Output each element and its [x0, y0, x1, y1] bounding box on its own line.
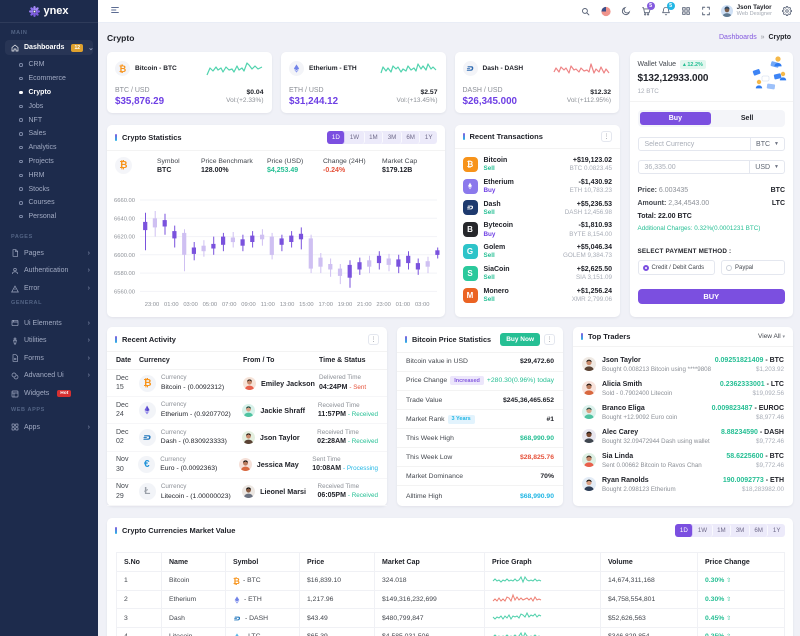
svg-text:13:00: 13:00: [280, 302, 295, 308]
svg-text:23:00: 23:00: [145, 302, 160, 308]
svg-text:21:00: 21:00: [357, 302, 372, 308]
svg-text:17:00: 17:00: [318, 302, 333, 308]
svg-text:11:00: 11:00: [261, 302, 275, 308]
svg-text:03:00: 03:00: [183, 302, 198, 308]
svg-text:6560.00: 6560.00: [114, 289, 135, 295]
svg-text:6580.00: 6580.00: [114, 271, 135, 277]
svg-text:05:00: 05:00: [203, 302, 218, 308]
svg-text:15:00: 15:00: [299, 302, 314, 308]
svg-text:03:00: 03:00: [415, 302, 430, 308]
svg-text:01:00: 01:00: [164, 302, 179, 308]
svg-text:23:00: 23:00: [376, 302, 391, 308]
svg-text:6620.00: 6620.00: [114, 235, 135, 241]
svg-text:6660.00: 6660.00: [114, 198, 135, 204]
svg-text:6640.00: 6640.00: [114, 216, 135, 222]
svg-text:19:00: 19:00: [338, 302, 353, 308]
svg-text:09:00: 09:00: [241, 302, 256, 308]
svg-text:6600.00: 6600.00: [114, 253, 135, 259]
svg-text:01:00: 01:00: [396, 302, 411, 308]
svg-text:07:00: 07:00: [222, 302, 237, 308]
